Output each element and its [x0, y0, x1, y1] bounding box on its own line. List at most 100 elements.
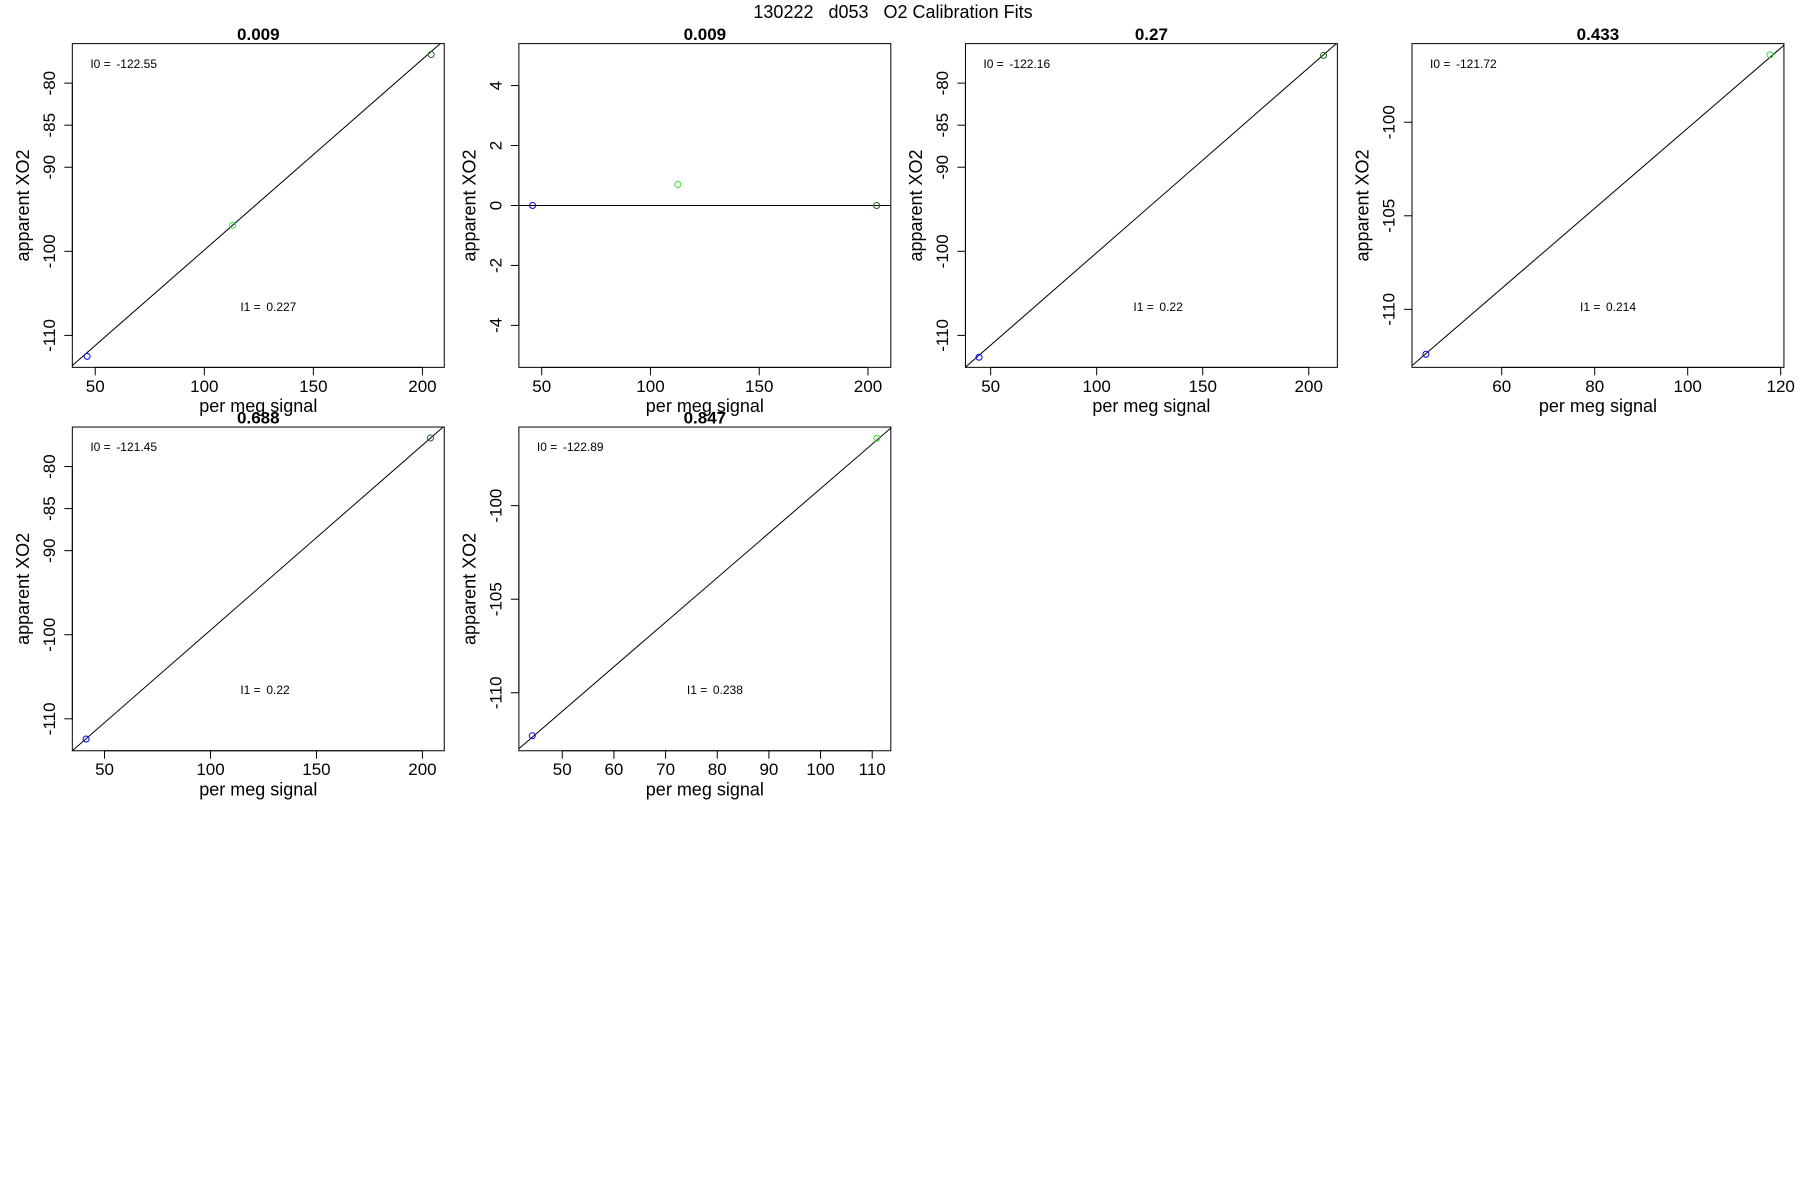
- fit-value: 0.22: [1159, 300, 1183, 314]
- point: [82, 735, 90, 743]
- y-tick-label: 0: [486, 201, 505, 210]
- y-tick-label: -100: [933, 234, 952, 268]
- fit-value: -121.45: [116, 440, 157, 454]
- point: [427, 51, 435, 59]
- y-tick-label: -85: [40, 496, 59, 521]
- point: [674, 181, 682, 189]
- y-tick-label: -80: [40, 71, 59, 96]
- y-tick-label: -110: [486, 676, 505, 709]
- y-tick-label: -85: [933, 113, 952, 138]
- y-tick-label: -90: [40, 155, 59, 180]
- fit-label: I0 =: [537, 440, 557, 454]
- y-tick-label: -80: [40, 454, 59, 479]
- x-tick-label: 110: [859, 760, 886, 779]
- x-tick-label: 200: [854, 377, 882, 396]
- point: [975, 353, 983, 361]
- panel-title: 0.009: [237, 25, 280, 44]
- fit-label: I1 =: [1580, 300, 1600, 314]
- fit-value: 0.22: [266, 683, 290, 697]
- point: [873, 201, 881, 209]
- panel: 0.009 50 100 150 200 per meg signal -110 -100 -9…: [13, 25, 445, 416]
- x-tick-label: 50: [86, 377, 105, 396]
- fit-label: I0 =: [1430, 57, 1450, 71]
- fit-line: [1411, 44, 1784, 367]
- panel-title: 0.433: [1577, 25, 1620, 44]
- y-tick-label: -90: [933, 155, 952, 180]
- x-tick-label: 150: [1189, 377, 1217, 396]
- panel-title: 0.27: [1135, 25, 1168, 44]
- fit-line: [72, 427, 444, 751]
- fit-label: I1 =: [240, 683, 260, 697]
- x-tick-label: 50: [981, 377, 1000, 396]
- plot-area: [72, 43, 441, 366]
- y-tick-label: -105: [1379, 199, 1398, 233]
- y-tick-label: -105: [486, 582, 505, 616]
- x-axis-label: per meg signal: [1539, 396, 1657, 416]
- point: [426, 434, 434, 442]
- y-axis-label: apparent XO2: [460, 149, 480, 261]
- y-tick-label: -100: [40, 234, 59, 268]
- panel: 0.009 50 100 150 200 per meg signal -4 -2 0 2 4 app…: [460, 25, 892, 416]
- x-tick-label: 200: [408, 377, 436, 396]
- fit-value: -122.89: [563, 440, 604, 454]
- y-tick-label: -4: [486, 318, 505, 333]
- y-tick-label: -110: [933, 319, 952, 352]
- fit-label: I1 =: [240, 300, 260, 314]
- y-tick-label: -110: [40, 319, 59, 352]
- x-tick-label: 100: [1083, 377, 1111, 396]
- point: [229, 221, 237, 229]
- point: [1320, 51, 1328, 59]
- plot-area: [1411, 44, 1784, 367]
- point: [873, 434, 881, 442]
- fit-line: [965, 43, 1338, 368]
- plot-frame: [71, 43, 445, 368]
- fit-value: 0.227: [266, 300, 296, 314]
- y-axis-label: apparent XO2: [460, 533, 480, 645]
- fit-line: [72, 43, 441, 366]
- fit-value: 0.214: [1606, 300, 1636, 314]
- x-tick-label: 150: [302, 760, 330, 779]
- x-tick-label: 100: [1674, 377, 1702, 396]
- fit-label: I1 =: [1133, 300, 1153, 314]
- x-tick-label: 60: [604, 760, 623, 779]
- y-tick-label: -100: [1379, 105, 1398, 139]
- x-axis-label: per meg signal: [199, 780, 317, 800]
- x-axis-label: per meg signal: [199, 396, 317, 416]
- x-tick-label: 70: [656, 760, 675, 779]
- fit-label: I0 =: [983, 57, 1003, 71]
- panel: 0.433 60 80 100 120 per meg signal -110 -105 -10…: [1353, 25, 1795, 416]
- x-tick-label: 60: [1492, 377, 1511, 396]
- point: [528, 732, 536, 740]
- y-tick-label: 2: [486, 141, 505, 150]
- fit-label: I1 =: [687, 683, 707, 697]
- x-tick-label: 200: [1295, 377, 1323, 396]
- y-axis-label: apparent XO2: [13, 533, 33, 645]
- figure-title: 130222 d053 O2 Calibration Fits: [753, 2, 1032, 22]
- x-tick-label: 100: [190, 377, 218, 396]
- point: [83, 352, 91, 360]
- x-tick-label: 200: [408, 760, 436, 779]
- y-axis-label: apparent XO2: [1353, 149, 1373, 261]
- panel: 0.688 50 100 150 200 per meg signal -110 -100 -9…: [13, 409, 445, 800]
- x-tick-label: 50: [532, 377, 551, 396]
- fit-label: I0 =: [90, 440, 110, 454]
- fit-value: -122.55: [116, 57, 157, 71]
- y-tick-label: -110: [40, 702, 59, 735]
- y-tick-label: -100: [40, 618, 59, 652]
- panel-title: 0.009: [684, 25, 727, 44]
- y-tick-label: 4: [486, 81, 505, 90]
- x-tick-label: 90: [759, 760, 778, 779]
- fit-label: I0 =: [90, 57, 110, 71]
- fit-line: [518, 427, 891, 750]
- y-tick-label: -2: [486, 258, 505, 273]
- x-axis-label: per meg signal: [1092, 396, 1210, 416]
- x-axis-label: per meg signal: [646, 780, 764, 800]
- y-tick-label: -90: [40, 538, 59, 563]
- panel: 0.27 50 100 150 200 per meg signal -110 -100 -90…: [906, 25, 1338, 416]
- x-tick-label: 80: [1585, 377, 1604, 396]
- y-tick-label: -80: [933, 71, 952, 96]
- x-tick-label: 100: [806, 760, 834, 779]
- point: [529, 201, 537, 209]
- y-tick-label: -110: [1379, 293, 1398, 326]
